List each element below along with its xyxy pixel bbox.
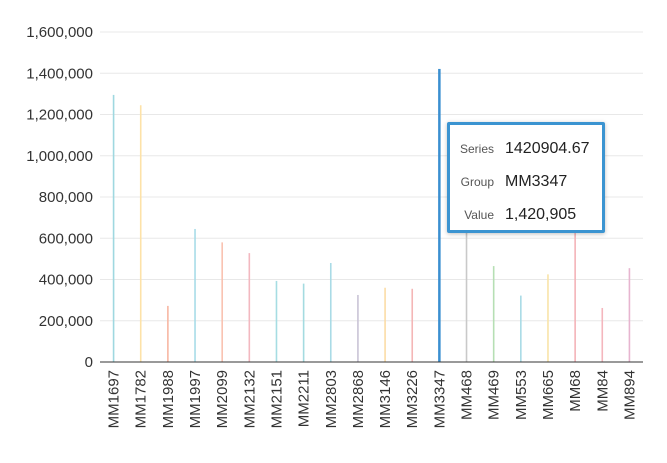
- tooltip-group-label: Group: [460, 175, 494, 189]
- bar-mm1697[interactable]: [112, 94, 115, 362]
- x-axis-labels: MM1697 MM1782 MM1988 MM1997 MM2099 MM2132 MM21…: [106, 370, 639, 428]
- bar-mm468[interactable]: [465, 225, 468, 362]
- y-tick-label: 600,000: [39, 230, 93, 247]
- tooltip-value-label: Value: [464, 208, 494, 222]
- x-tick-label: MM2868: [350, 370, 367, 428]
- bar-mm2132[interactable]: [248, 253, 251, 362]
- y-tick-label: 200,000: [39, 313, 93, 330]
- tooltip-series-label: Series: [459, 142, 494, 156]
- x-tick-label: MM3226: [404, 370, 421, 428]
- tooltip: Series 1420904.67 Group MM3347 Value 1,4…: [447, 122, 605, 233]
- x-tick-label: MM1782: [133, 370, 150, 428]
- tooltip-series-row: Series 1420904.67: [450, 137, 602, 161]
- bar-mm3226[interactable]: [411, 288, 414, 362]
- tooltip-series-value: 1420904.67: [505, 140, 590, 157]
- x-tick-label: MM2132: [241, 370, 258, 428]
- x-tick-label: MM68: [567, 370, 584, 412]
- y-tick-label: 1,200,000: [26, 107, 93, 124]
- x-tick-label: MM2099: [214, 370, 231, 428]
- x-tick-label: MM469: [486, 370, 503, 420]
- bars: [112, 68, 631, 362]
- x-tick-label: MM665: [540, 370, 557, 420]
- y-tick-label: 800,000: [39, 189, 93, 206]
- bar-mm553[interactable]: [520, 295, 522, 362]
- y-tick-label: 1,600,000: [26, 24, 93, 41]
- x-tick-label: MM1988: [160, 370, 177, 428]
- x-tick-label: MM2803: [323, 370, 340, 428]
- bar-mm2099[interactable]: [221, 242, 223, 362]
- bar-mm1997[interactable]: [194, 228, 196, 362]
- bar-mm84[interactable]: [601, 307, 604, 362]
- x-tick-label: MM2211: [296, 370, 313, 427]
- x-tick-label: MM894: [621, 370, 638, 420]
- x-tick-label: MM3146: [377, 370, 394, 428]
- x-tick-label: MM2151: [268, 370, 285, 428]
- y-tick-label: 400,000: [39, 272, 93, 289]
- bar-mm68[interactable]: [574, 233, 576, 362]
- y-tick-label: 0: [85, 354, 93, 371]
- bar-mm665[interactable]: [547, 274, 549, 362]
- bar-mm2211[interactable]: [302, 283, 305, 362]
- x-tick-label: MM84: [594, 370, 611, 412]
- tooltip-value-row: Value 1,420,905: [450, 203, 602, 227]
- bar-mm2803[interactable]: [329, 263, 332, 362]
- bar-mm894[interactable]: [628, 268, 631, 362]
- x-tick-label: MM468: [459, 370, 476, 420]
- bar-mm469[interactable]: [492, 266, 495, 362]
- tooltip-value-value: 1,420,905: [505, 206, 577, 223]
- x-tick-label: MM1997: [187, 370, 204, 428]
- bar-mm1988[interactable]: [167, 305, 169, 362]
- bar-mm3347[interactable]: [438, 68, 441, 362]
- bar-mm3146[interactable]: [384, 287, 386, 362]
- y-axis-ticks: 0 200,000 400,000 600,000 800,000 1,000,000 1,…: [26, 24, 93, 371]
- tooltip-group-row: Group MM3347: [450, 170, 602, 194]
- x-tick-label: MM553: [513, 370, 530, 420]
- bar-mm2868[interactable]: [357, 294, 359, 362]
- x-tick-label: MM1697: [106, 370, 123, 428]
- tooltip-group-value: MM3347: [505, 173, 568, 190]
- bar-mm1782[interactable]: [139, 105, 142, 362]
- gridlines: [100, 31, 643, 322]
- y-tick-label: 1,000,000: [26, 148, 93, 165]
- x-tick-label: MM3347: [431, 370, 448, 428]
- y-tick-label: 1,400,000: [26, 65, 93, 82]
- bar-mm2151[interactable]: [275, 280, 278, 362]
